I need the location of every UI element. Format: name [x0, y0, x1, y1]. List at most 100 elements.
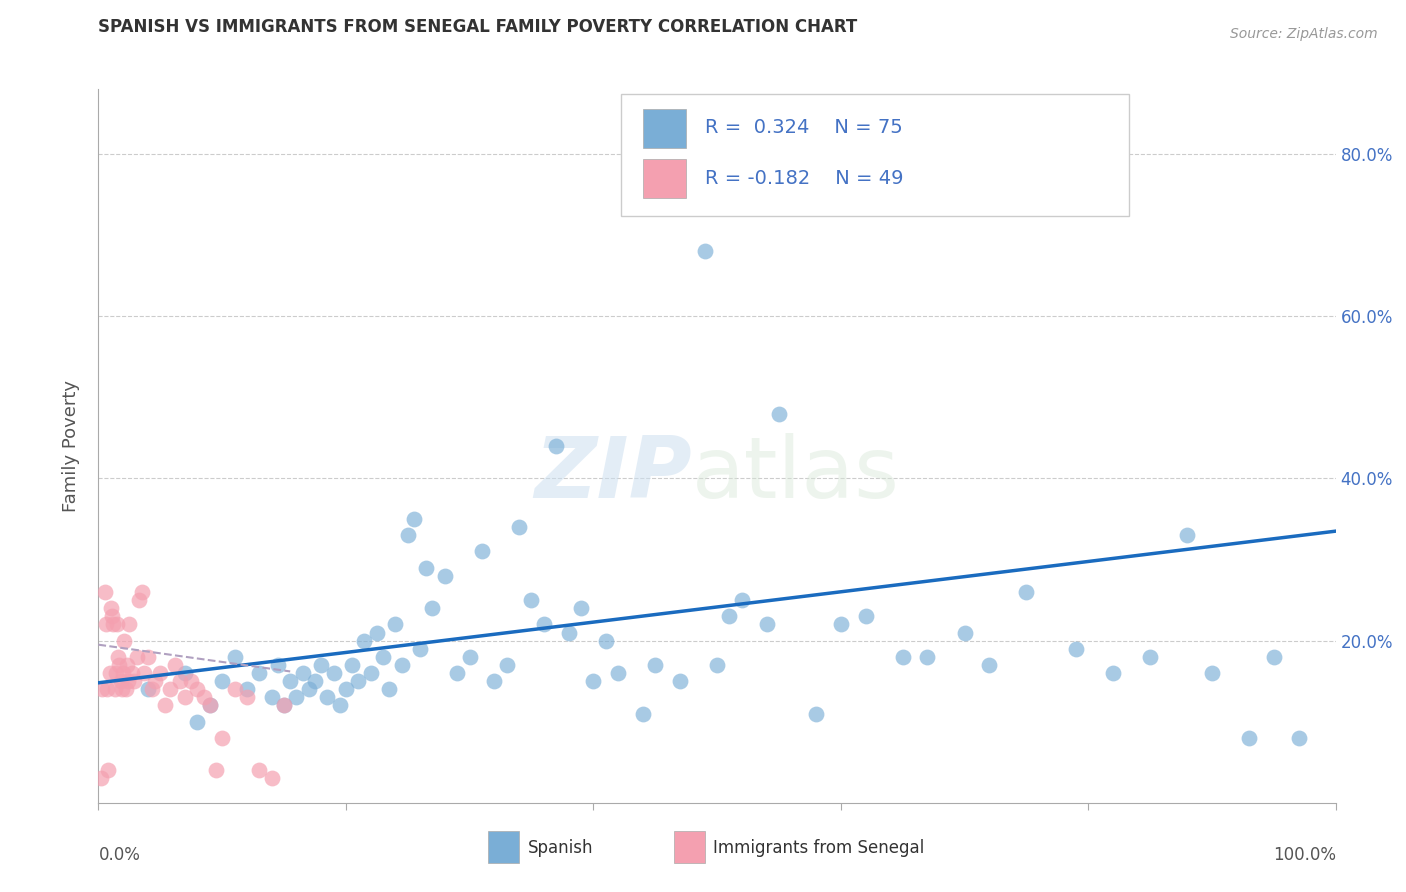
Point — [125, 649, 148, 664]
Point — [193, 690, 215, 705]
Point — [458, 649, 481, 664]
Point — [309, 657, 332, 672]
Point — [396, 528, 419, 542]
Point — [107, 649, 129, 664]
Point — [304, 674, 326, 689]
Bar — [643, 159, 686, 198]
Point — [174, 666, 197, 681]
Point — [278, 674, 301, 689]
Point — [285, 690, 308, 705]
Point — [415, 560, 437, 574]
Point — [136, 649, 159, 664]
Point — [631, 706, 654, 721]
Y-axis label: Family Poverty: Family Poverty — [62, 380, 80, 512]
Point — [155, 698, 177, 713]
Point — [112, 666, 135, 681]
Point — [1237, 731, 1260, 745]
Point — [422, 601, 444, 615]
Point — [124, 674, 146, 689]
Point — [669, 674, 692, 689]
Point — [546, 439, 568, 453]
Point — [91, 682, 114, 697]
Point — [224, 649, 246, 664]
Point — [174, 690, 197, 705]
Point — [273, 698, 295, 713]
Point — [371, 649, 394, 664]
Point — [98, 666, 121, 681]
Text: Spanish: Spanish — [527, 838, 593, 856]
Point — [1288, 731, 1310, 745]
Point — [1102, 666, 1125, 681]
Point — [471, 544, 494, 558]
Point — [134, 666, 156, 681]
Bar — [643, 109, 686, 148]
Point — [1175, 528, 1198, 542]
Point — [378, 682, 401, 697]
Bar — [488, 831, 519, 863]
Point — [211, 674, 233, 689]
Point — [391, 657, 413, 672]
Point — [1064, 641, 1087, 656]
Point — [329, 698, 352, 713]
Point — [236, 682, 259, 697]
Point — [121, 666, 143, 681]
Point — [595, 633, 617, 648]
Point — [186, 682, 208, 697]
Point — [718, 609, 741, 624]
Point — [804, 706, 827, 721]
Text: Source: ZipAtlas.com: Source: ZipAtlas.com — [1230, 27, 1378, 41]
Text: SPANISH VS IMMIGRANTS FROM SENEGAL FAMILY POVERTY CORRELATION CHART: SPANISH VS IMMIGRANTS FROM SENEGAL FAMIL… — [98, 18, 858, 36]
Point — [291, 666, 314, 681]
Point — [273, 698, 295, 713]
Bar — [673, 831, 704, 863]
Point — [384, 617, 406, 632]
Point — [247, 666, 270, 681]
Point — [768, 407, 790, 421]
Point — [446, 666, 468, 681]
Point — [409, 641, 432, 656]
Point — [118, 617, 141, 632]
Point — [830, 617, 852, 632]
Point — [149, 666, 172, 681]
Point — [100, 601, 122, 615]
Point — [93, 585, 115, 599]
Point — [979, 657, 1001, 672]
Point — [533, 617, 555, 632]
Point — [103, 617, 125, 632]
Point — [582, 674, 605, 689]
Point — [1015, 585, 1038, 599]
Point — [90, 772, 112, 786]
Point — [114, 682, 136, 697]
Point — [105, 617, 128, 632]
Point — [112, 633, 135, 648]
Point — [267, 657, 290, 672]
Point — [1201, 666, 1223, 681]
Point — [101, 609, 124, 624]
Point — [366, 625, 388, 640]
Point — [508, 520, 530, 534]
Point — [484, 674, 506, 689]
Point — [115, 657, 138, 672]
Point — [141, 682, 163, 697]
Point — [108, 657, 131, 672]
Point — [104, 666, 127, 681]
Point — [136, 682, 159, 697]
Point — [569, 601, 592, 615]
Point — [433, 568, 456, 582]
Point — [169, 674, 191, 689]
Text: atlas: atlas — [692, 433, 900, 516]
Point — [298, 682, 321, 697]
Point — [402, 512, 425, 526]
Text: R = -0.182    N = 49: R = -0.182 N = 49 — [704, 169, 903, 188]
Point — [180, 674, 202, 689]
Point — [97, 764, 120, 778]
Point — [143, 674, 166, 689]
Point — [693, 244, 716, 259]
Text: ZIP: ZIP — [534, 433, 692, 516]
FancyBboxPatch shape — [620, 95, 1129, 216]
Point — [260, 772, 283, 786]
Point — [96, 682, 118, 697]
Point — [953, 625, 976, 640]
Text: 100.0%: 100.0% — [1272, 846, 1336, 863]
Point — [198, 698, 221, 713]
